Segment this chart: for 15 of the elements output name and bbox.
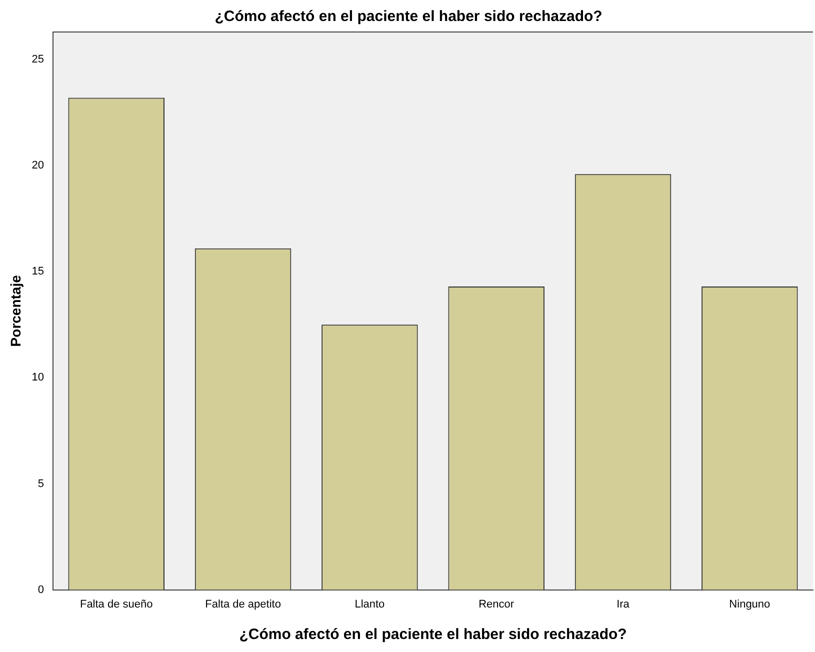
x-tick-label: Llanto: [354, 598, 385, 610]
y-axis-title: Porcentaje: [7, 274, 24, 347]
y-tick-label: 0: [38, 584, 44, 596]
y-tick-label: 20: [32, 160, 44, 172]
x-tick-label: Falta de sueño: [80, 598, 153, 610]
y-tick-label: 15: [32, 266, 44, 278]
chart-title: ¿Cómo afectó en el paciente el haber sido rechazado?: [214, 8, 602, 26]
x-tick-label: Ira: [616, 598, 630, 610]
x-tick-label: Rencor: [478, 598, 514, 610]
x-axis-title: ¿Cómo afectó en el paciente el haber sido rechazado?: [239, 626, 627, 644]
y-tick-label: 25: [32, 54, 44, 66]
y-tick-label: 10: [32, 372, 44, 384]
x-tick-label: Falta de apetito: [205, 598, 281, 610]
y-tick-label: 5: [38, 478, 44, 490]
x-tick-label: Ninguno: [729, 598, 770, 610]
